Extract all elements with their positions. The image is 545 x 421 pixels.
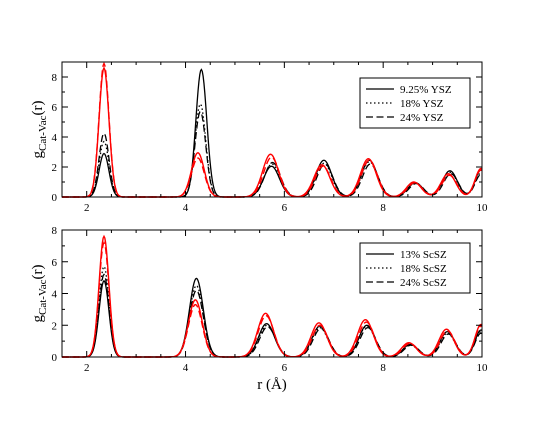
y-tick-label: 8 xyxy=(52,72,58,84)
y-tick-label: 4 xyxy=(52,289,58,301)
series-line-4 xyxy=(62,241,483,358)
y-tick-label: 0 xyxy=(52,352,58,364)
x-tick-label: 10 xyxy=(477,362,489,374)
legend-label: 18% ScSZ xyxy=(400,263,447,275)
y-label-tail: (r) xyxy=(30,265,46,280)
legend: 13% ScSZ 18% ScSZ 24% ScSZ xyxy=(359,242,471,294)
legend-label: 24% YSZ xyxy=(400,112,444,124)
x-tick-label: 2 xyxy=(84,202,90,214)
y-label-subscript: Cat-Vac xyxy=(37,279,49,315)
axis-ticks: 2 4 6 8 10 0 2 4 6 8 xyxy=(52,61,489,214)
x-tick-label: 6 xyxy=(282,362,288,374)
y-axis-label: gCat-Vac(r) xyxy=(30,265,49,323)
y-label-subscript: Cat-Vac xyxy=(37,115,49,151)
legend: 9.25% YSZ 18% YSZ 24% YSZ xyxy=(359,77,471,129)
series-line-2 xyxy=(62,273,483,358)
legend-label: 9.25% YSZ xyxy=(400,84,452,96)
x-tick-label: 8 xyxy=(380,362,386,374)
y-tick-label: 2 xyxy=(52,162,58,174)
x-tick-label: 10 xyxy=(477,202,489,214)
plot-frame xyxy=(61,61,483,198)
y-tick-label: 4 xyxy=(52,132,58,144)
x-tick-label: 4 xyxy=(183,202,189,214)
x-tick-label: 2 xyxy=(84,362,90,374)
y-label-main: g xyxy=(30,150,46,158)
panel-scsz: 2 4 6 8 10 0 2 4 6 8 gCat-Vac(r) r (Å) 13% ScSZ 18… xyxy=(30,225,488,393)
y-label-tail: (r) xyxy=(30,101,46,116)
y-tick-label: 0 xyxy=(52,192,58,204)
legend-label: 13% ScSZ xyxy=(400,249,447,261)
legend-label: 24% ScSZ xyxy=(400,277,447,289)
y-tick-label: 6 xyxy=(52,102,58,114)
x-tick-label: 8 xyxy=(380,202,386,214)
x-axis-label: r (Å) xyxy=(257,377,287,393)
y-tick-label: 2 xyxy=(52,320,58,332)
legend-label: 18% YSZ xyxy=(400,98,444,110)
axis-ticks: 2 4 6 8 10 0 2 4 6 8 xyxy=(52,225,489,374)
y-label-main: g xyxy=(30,314,46,322)
y-axis-label: gCat-Vac(r) xyxy=(30,101,49,159)
y-tick-label: 6 xyxy=(52,257,58,269)
panel-ysz: 2 4 6 8 10 0 2 4 6 8 gCat-Vac(r) 9.25% YSZ 18% YSZ… xyxy=(30,61,489,214)
x-tick-label: 6 xyxy=(282,202,288,214)
y-tick-label: 8 xyxy=(52,225,58,237)
x-tick-label: 4 xyxy=(183,362,189,374)
